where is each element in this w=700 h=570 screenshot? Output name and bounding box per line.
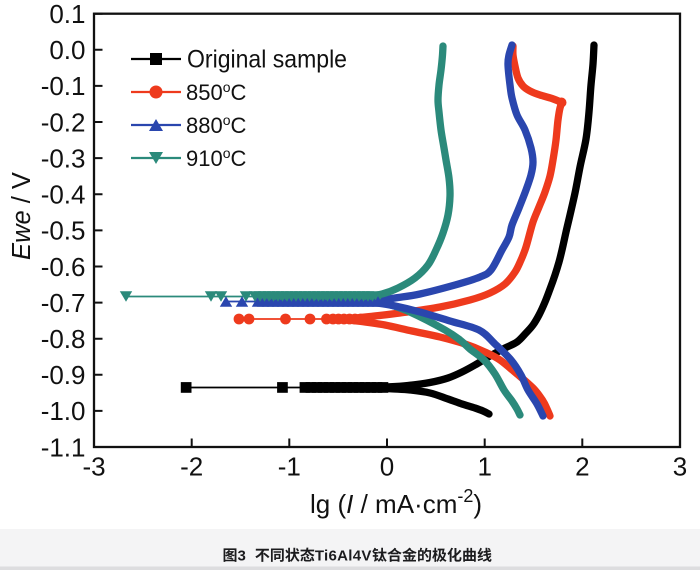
svg-text:850oC: 850oC (186, 79, 247, 105)
svg-text:-1.0: -1.0 (41, 396, 86, 426)
svg-text:3: 3 (238, 548, 246, 565)
svg-text:880oC: 880oC (186, 112, 247, 138)
svg-text:1: 1 (477, 452, 491, 482)
svg-text:Ti6Al4V: Ti6Al4V (315, 548, 372, 565)
svg-text:-1.1: -1.1 (41, 432, 86, 462)
svg-text:3: 3 (673, 452, 687, 482)
svg-text:-0.1: -0.1 (41, 71, 86, 101)
svg-text:-0.5: -0.5 (41, 216, 86, 246)
svg-text:2: 2 (575, 452, 589, 482)
svg-text:0: 0 (380, 452, 394, 482)
svg-text:-0.6: -0.6 (41, 252, 86, 282)
svg-text:910oC: 910oC (186, 145, 247, 171)
svg-text:-0.9: -0.9 (41, 360, 86, 390)
svg-text:lg (I / mA·cm-2): lg (I / mA·cm-2) (310, 486, 482, 519)
svg-text:0.0: 0.0 (49, 35, 85, 65)
svg-text:Ewe / V: Ewe / V (8, 172, 36, 260)
svg-text:-0.2: -0.2 (41, 107, 86, 137)
svg-text:-0.4: -0.4 (41, 180, 86, 210)
svg-text:-0.3: -0.3 (41, 143, 86, 173)
svg-text:Original sample: Original sample (187, 46, 347, 74)
svg-text:0.1: 0.1 (49, 0, 85, 29)
svg-text:-1: -1 (278, 452, 301, 482)
svg-text:-0.7: -0.7 (41, 288, 86, 318)
svg-text:-3: -3 (82, 452, 105, 482)
svg-text:-2: -2 (180, 452, 203, 482)
svg-text:-0.8: -0.8 (41, 324, 86, 354)
